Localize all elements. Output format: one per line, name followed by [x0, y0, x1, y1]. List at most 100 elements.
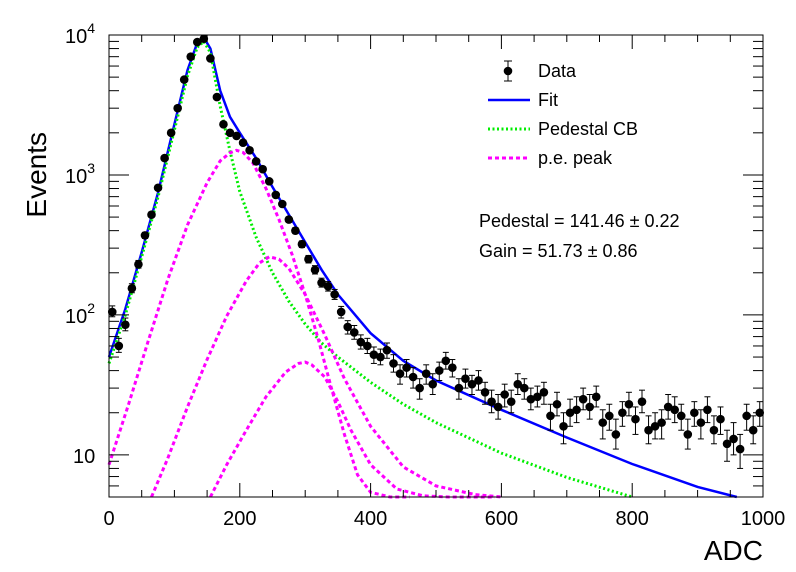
data-marker [421, 369, 431, 379]
data-marker [356, 337, 366, 347]
pe-peak-curve-1 [107, 148, 410, 499]
data-point [637, 389, 647, 414]
data-marker [402, 363, 411, 372]
data-marker [284, 215, 294, 224]
data-point [650, 412, 660, 440]
y-tick-label: 10 [73, 446, 95, 468]
data-marker [690, 408, 699, 418]
data-point [644, 415, 653, 445]
data-point [192, 37, 202, 47]
data-marker [663, 402, 673, 412]
data-point [363, 337, 372, 355]
data-marker [461, 374, 470, 384]
data-point [343, 320, 353, 335]
data-marker [546, 411, 555, 421]
data-marker [434, 366, 444, 375]
x-tick-label: 800 [616, 508, 649, 530]
data-point [487, 389, 496, 414]
data-marker [134, 259, 143, 269]
data-point [186, 52, 196, 61]
data-marker [519, 383, 529, 393]
data-point [389, 354, 398, 373]
data-marker [716, 414, 725, 424]
data-point [284, 215, 294, 224]
data-point [232, 131, 241, 141]
data-marker [624, 399, 634, 409]
y-axis-title: Events [21, 132, 52, 218]
data-marker [605, 411, 614, 421]
data-point [434, 361, 444, 381]
data-marker [637, 397, 647, 406]
data-point [297, 239, 307, 249]
data-point [565, 398, 575, 427]
data-point [559, 412, 568, 445]
data-point [330, 288, 339, 300]
data-point [696, 409, 706, 440]
data-marker [722, 439, 732, 449]
data-point [323, 281, 333, 292]
data-marker [506, 397, 516, 406]
data-point [722, 429, 732, 462]
data-marker [219, 120, 228, 129]
data-marker [696, 418, 706, 427]
data-marker [389, 359, 398, 368]
data-point [735, 433, 745, 469]
data-point [245, 146, 254, 155]
data-point [278, 199, 287, 209]
data-point [552, 391, 562, 417]
data-marker [330, 290, 339, 299]
data-point [179, 75, 189, 84]
data-point [578, 387, 588, 411]
data-point [336, 305, 346, 319]
data-point [546, 403, 555, 431]
data-point [219, 120, 228, 129]
data-marker [186, 52, 196, 61]
data-marker [291, 226, 300, 235]
data-marker [408, 372, 418, 382]
x-tick-label: 200 [223, 508, 256, 530]
data-marker [121, 320, 130, 330]
data-point [402, 359, 411, 378]
data-marker [225, 128, 235, 138]
data-marker [572, 405, 581, 415]
data-marker [258, 164, 267, 174]
data-point [670, 396, 680, 424]
data-marker [467, 379, 477, 389]
data-marker [729, 434, 738, 444]
data-marker [140, 231, 150, 240]
data-marker [644, 425, 653, 435]
data-point [212, 92, 222, 102]
pedestal-cb-curve [107, 39, 633, 499]
data-point [127, 283, 137, 294]
data-point [631, 406, 640, 435]
data-point [605, 403, 614, 431]
data-marker [251, 157, 261, 166]
data-point [140, 231, 150, 240]
data-point [173, 103, 182, 113]
data-marker [395, 369, 405, 379]
data-point [317, 277, 326, 288]
data-point [461, 368, 470, 389]
legend-entry: p.e. peak [488, 148, 613, 168]
data-point [585, 393, 594, 420]
data-point [500, 383, 509, 408]
data-marker [382, 345, 392, 355]
data-marker [552, 399, 562, 409]
data-marker [199, 34, 209, 44]
data-point [493, 393, 503, 420]
data-marker [735, 444, 745, 454]
data-marker [513, 379, 523, 389]
data-point [382, 342, 392, 359]
data-marker [611, 430, 621, 439]
data-point [166, 128, 176, 138]
legend-label: Pedestal CB [538, 119, 638, 139]
data-point [408, 367, 418, 389]
data-marker [363, 341, 372, 351]
data-marker [748, 425, 758, 435]
annotation-gain: Gain = 51.73 ± 0.86 [479, 241, 638, 261]
data-point [369, 346, 379, 364]
data-point [271, 190, 281, 200]
data-point [598, 409, 608, 440]
